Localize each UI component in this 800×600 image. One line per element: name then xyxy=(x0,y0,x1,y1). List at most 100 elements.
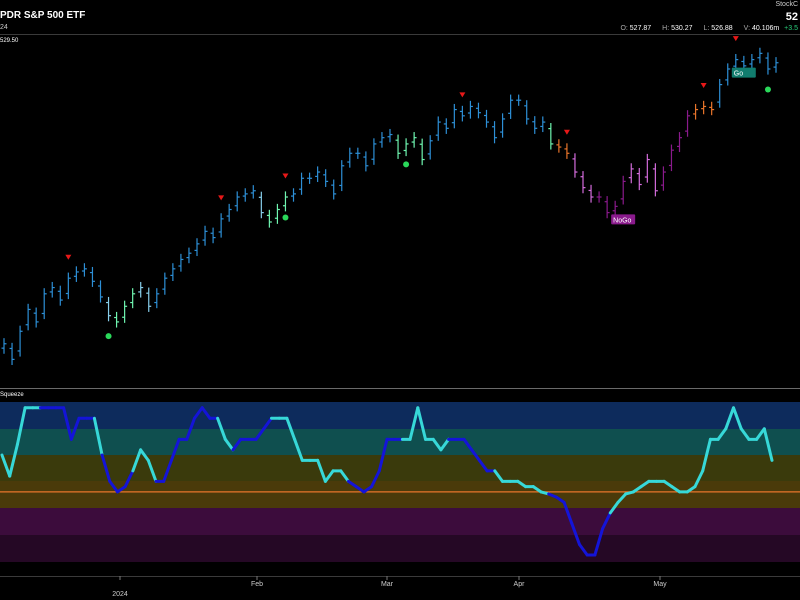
oscillator-segment xyxy=(516,479,528,489)
price-bar xyxy=(596,191,602,203)
chart-subtitle: 24 xyxy=(0,24,8,31)
down-marker xyxy=(563,129,570,135)
price-bar xyxy=(250,185,256,199)
oscillator-band-7 xyxy=(0,562,800,576)
oscillator-segment xyxy=(370,469,381,489)
up-marker xyxy=(282,214,289,221)
down-marker xyxy=(218,195,225,201)
price-bar xyxy=(677,132,682,153)
price-bar xyxy=(234,191,240,212)
price-bar xyxy=(202,225,208,246)
price-bar xyxy=(556,139,562,153)
price-bar xyxy=(331,179,337,200)
x-tick-label: Feb xyxy=(251,581,263,588)
price-bar xyxy=(484,109,489,128)
price-bar xyxy=(701,100,707,115)
price-bar xyxy=(564,143,570,159)
price-bar xyxy=(81,263,87,277)
price-bar xyxy=(685,110,691,137)
oscillator-segment xyxy=(92,416,104,457)
x-tick-label: Apr xyxy=(514,581,526,588)
price-bar xyxy=(210,227,216,244)
price-bar xyxy=(475,102,481,119)
oscillator-segment xyxy=(293,437,304,462)
down-marker xyxy=(65,254,72,260)
oscillator-segment xyxy=(470,448,481,462)
price-bar xyxy=(492,121,498,144)
trend-labels: NoGo Go xyxy=(611,67,756,225)
price-bar xyxy=(218,213,224,238)
oscillator-segment xyxy=(262,416,273,431)
price-bar xyxy=(532,116,538,134)
price-bar xyxy=(170,263,176,282)
price-bar xyxy=(323,169,329,188)
price-bar xyxy=(17,325,23,357)
oscillator-segment xyxy=(285,416,297,441)
low-label: L: xyxy=(703,25,710,32)
oscillator-segment xyxy=(616,492,628,504)
high-value: 530.27 xyxy=(671,25,693,32)
ohlc-readout: O: 527.87 H: 530.27 L: 526.88 V: 40.106m… xyxy=(611,25,798,32)
oscillator-segment xyxy=(762,427,774,462)
price-bar xyxy=(403,138,409,157)
oscillator-segment xyxy=(362,485,374,494)
price-bar xyxy=(130,288,136,309)
price-bar xyxy=(757,47,763,64)
price-bar xyxy=(524,100,530,125)
oscillator-segment xyxy=(701,437,712,473)
oscillator-segment xyxy=(531,485,543,494)
oscillator-segment xyxy=(15,406,27,447)
price-bar xyxy=(427,135,433,160)
price-bar xyxy=(435,116,441,141)
oscillator-segment xyxy=(670,485,682,494)
price-bar xyxy=(242,188,248,202)
low-value: 526.88 xyxy=(711,25,733,32)
oscillator-segment xyxy=(439,437,451,452)
oscillator-segment xyxy=(631,485,643,494)
price-bar xyxy=(41,288,47,320)
price-bar xyxy=(508,94,514,119)
oscillator-segment xyxy=(69,416,81,441)
price-bar xyxy=(588,184,594,203)
oscillator-segment xyxy=(493,469,504,483)
price-bar xyxy=(443,118,449,134)
oscillator-segment xyxy=(254,427,266,441)
price-bar xyxy=(628,163,634,184)
price-bar xyxy=(226,203,232,222)
volume-value: 40.106m xyxy=(751,25,780,32)
price-bar xyxy=(291,188,296,202)
oscillator-band-2 xyxy=(0,429,800,455)
oscillator-segment xyxy=(131,448,143,473)
price-bar xyxy=(387,128,393,143)
oscillator-band-0 xyxy=(0,389,800,402)
high-label: H: xyxy=(662,25,670,32)
x-axis: 2024 Feb Mar Apr May xyxy=(112,576,667,598)
svg-text:Go: Go xyxy=(734,71,743,78)
price-bar xyxy=(371,138,377,165)
price-bar xyxy=(580,171,586,194)
x-tick-label: May xyxy=(653,581,667,588)
price-bar xyxy=(65,272,71,300)
oscillator-line xyxy=(0,406,800,557)
price-bar xyxy=(114,311,120,328)
down-marker xyxy=(459,92,466,98)
oscillator-band-4 xyxy=(0,481,800,508)
price-bar xyxy=(717,78,723,108)
price-bar xyxy=(620,175,626,205)
price-bar xyxy=(258,191,264,219)
price-bar xyxy=(773,57,779,73)
down-marker xyxy=(700,82,707,88)
oscillator-segment xyxy=(377,437,389,473)
oscillator-segment xyxy=(593,527,605,557)
price-bar xyxy=(636,167,642,191)
price-bar xyxy=(644,153,650,183)
volume-label: V: xyxy=(743,25,751,32)
oscillator-segment xyxy=(347,479,358,489)
oscillator-segment xyxy=(601,511,612,531)
price-bar xyxy=(652,163,658,197)
oscillator-segment xyxy=(562,500,574,525)
price-bar xyxy=(612,200,618,217)
price-bar xyxy=(355,147,361,159)
price-bars xyxy=(1,47,779,366)
